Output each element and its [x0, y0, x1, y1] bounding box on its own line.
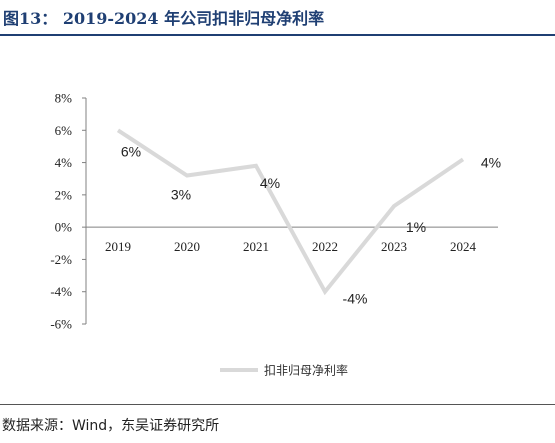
y-tick-label: 2%	[55, 187, 73, 202]
series-lines	[116, 128, 465, 296]
data-label: 6%	[121, 143, 141, 159]
y-tick-label: 4%	[55, 155, 73, 170]
x-tick-label: 2021	[243, 239, 269, 254]
figure-title: 图13： 2019-2024 年公司扣非归母净利率	[3, 9, 325, 28]
data-labels: 6% 3% 4% -4% 1% 4%	[121, 143, 501, 306]
y-tick-label: -6%	[50, 317, 72, 332]
chart-legend: 扣非归母净利率	[220, 363, 348, 378]
x-tick-label: 2024	[450, 239, 477, 254]
series-line-net-margin	[116, 128, 465, 296]
y-tick-label: 6%	[55, 123, 73, 138]
data-label: 4%	[481, 154, 501, 170]
x-tick-label: 2019	[105, 239, 131, 254]
data-label: 4%	[260, 175, 280, 191]
legend-label: 扣非归母净利率	[264, 363, 348, 378]
x-tick-labels: 2019 2020 2021 2022 2023 2024	[105, 239, 477, 254]
line-chart: 8% 6% 4% 2% 0% -2% -4% -6% 2019 2020 2021 2022 2023…	[50, 91, 501, 378]
chart-axes	[82, 97, 498, 325]
y-tick-label: -4%	[50, 284, 72, 299]
y-tick-label: 0%	[55, 220, 73, 235]
data-label: -4%	[343, 291, 368, 307]
y-tick-labels: 8% 6% 4% 2% 0% -2% -4% -6%	[50, 91, 72, 332]
data-label: 3%	[171, 186, 191, 202]
x-tick-label: 2020	[174, 239, 200, 254]
y-tick-label: -2%	[50, 252, 72, 267]
footer-rule	[0, 404, 555, 405]
data-label: 1%	[406, 219, 426, 235]
title-rule	[0, 34, 555, 36]
data-source-note: 数据来源：Wind，东吴证券研究所	[2, 418, 220, 434]
x-tick-label: 2023	[381, 239, 407, 254]
y-tick-label: 8%	[55, 91, 73, 106]
x-tick-label: 2022	[312, 239, 338, 254]
